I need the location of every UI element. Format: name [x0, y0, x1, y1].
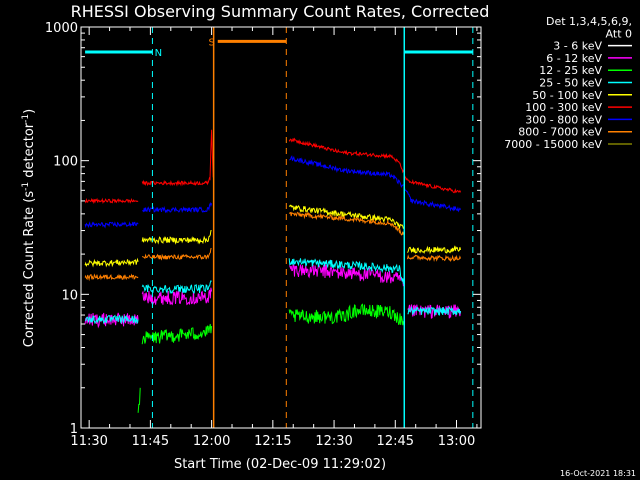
- x-tick-label: 12:15: [254, 434, 291, 449]
- series-line-6-12-seg2: [289, 262, 404, 287]
- series-line-100-300-seg0: [84, 197, 139, 205]
- series-line-100-300-seg2: [288, 137, 462, 194]
- x-tick-label: 12:45: [377, 434, 414, 449]
- series-line-800-7000-seg1: [141, 248, 212, 261]
- series-line-300-800-seg0: [84, 221, 139, 229]
- series-line-6-12-seg1: [141, 287, 213, 306]
- y-tick-label: 10: [61, 288, 78, 303]
- legend-label: 300 - 800 keV: [525, 113, 602, 126]
- y-tick-label: 1: [70, 422, 78, 437]
- y-tick-label: 100: [53, 155, 78, 170]
- x-tick-label: 12:30: [315, 434, 352, 449]
- series-line-100-300-seg1: [141, 129, 214, 187]
- series-line-50-100-seg3: [407, 245, 462, 255]
- series-line-800-7000-seg3: [407, 254, 462, 262]
- x-axis-label: Start Time (02-Dec-09 11:29:02): [174, 457, 386, 472]
- series-line-25-50-seg0: [85, 314, 139, 325]
- series-line-50-100-seg1: [141, 230, 212, 245]
- chart-marks: NS: [84, 27, 474, 428]
- series-line-3-6-seg1: [288, 232, 404, 278]
- series-line-12-25-seg0: [137, 387, 141, 413]
- series-line-50-100-seg2: [288, 204, 404, 229]
- legend-label: 50 - 100 keV: [532, 89, 602, 102]
- series-line-12-25-seg1: [141, 323, 213, 345]
- series-line-800-7000-seg0: [84, 273, 139, 282]
- x-tick-label: 11:30: [70, 434, 107, 449]
- legend-label: 25 - 50 keV: [539, 77, 602, 90]
- flag-label-S: S: [209, 37, 215, 48]
- y-axis-label: Corrected Count Rate (s-1 detector-1): [21, 109, 37, 347]
- series-line-25-50-seg2: [288, 258, 404, 284]
- footer-timestamp: 16-Oct-2021 18:31: [560, 469, 636, 478]
- legend-label: 6 - 12 keV: [546, 52, 602, 65]
- series-line-25-50-seg1: [141, 280, 212, 295]
- chart-title: RHESSI Observing Summary Count Rates, Co…: [71, 2, 490, 21]
- legend-header-line: Att 0: [606, 27, 632, 40]
- legend-label: 12 - 25 keV: [539, 64, 602, 77]
- series-line-50-100-seg0: [84, 257, 139, 268]
- axes: 11:30 11:45 12:00 12:15 12:30 12:45 13:00 1 10 10…: [45, 21, 481, 449]
- legend-label: 7000 - 15000 keV: [504, 138, 602, 151]
- series-line-25-50-seg3: [407, 306, 462, 316]
- plot-frame: [80, 26, 482, 429]
- x-tick-label: 11:45: [132, 434, 169, 449]
- legend-label: 800 - 7000 keV: [518, 126, 602, 139]
- legend-label: 100 - 300 keV: [525, 101, 602, 114]
- flag-label-N: N: [155, 48, 162, 59]
- y-tick-label: 1000: [45, 21, 78, 36]
- legend-label: 3 - 6 keV: [553, 40, 602, 53]
- series-line-12-25-seg2: [288, 303, 404, 326]
- legend-header-line: Det 1,3,4,5,6,9,: [546, 15, 632, 28]
- series-line-800-7000-seg2: [288, 211, 404, 236]
- x-tick-label: 12:00: [193, 434, 230, 449]
- x-tick-label: 13:00: [438, 434, 475, 449]
- series-line-300-800-seg2: [289, 155, 462, 213]
- series-line-300-800-seg1: [142, 201, 213, 214]
